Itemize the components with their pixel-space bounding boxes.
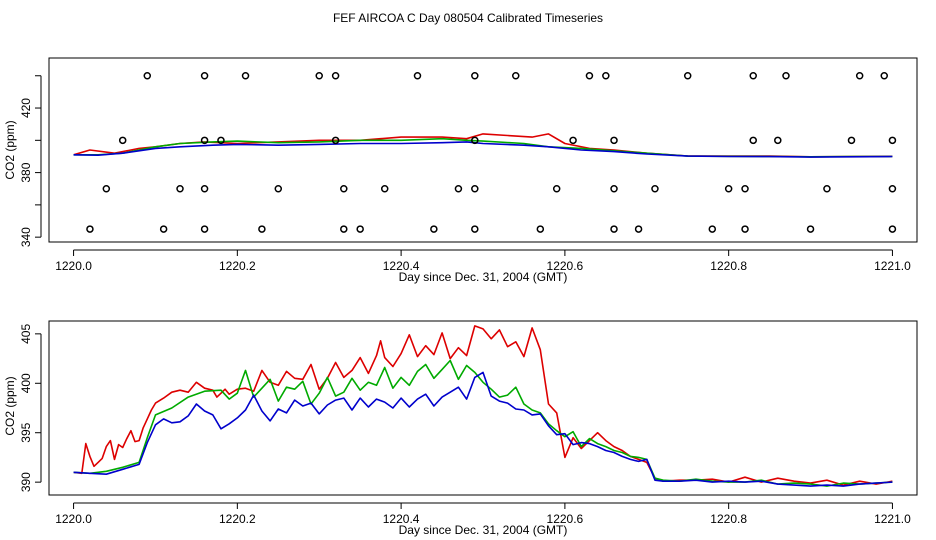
x-tick-label: 1220.6 — [547, 512, 584, 526]
x-axis-label: Day since Dec. 31, 2004 (GMT) — [399, 270, 568, 284]
data-marker-circle — [823, 184, 831, 193]
x-tick-label: 1220.8 — [710, 512, 747, 526]
series-line-blue — [73, 141, 893, 158]
series-line-red — [73, 325, 893, 486]
y-axis-ticks: 390 395 400 405 — [19, 324, 42, 492]
x-tick-label: 1220.4 — [383, 512, 420, 526]
data-marker-circle — [585, 72, 594, 80]
data-marker-circle — [847, 136, 856, 145]
data-marker-circle — [888, 184, 897, 193]
data-marker-circle — [471, 225, 479, 233]
data-marker-circle — [782, 72, 790, 80]
data-marker-circle — [176, 184, 184, 193]
y-tick-label: 380 — [19, 162, 33, 182]
x-axis-ticks: 1220.0 1220.2 1220.4 1220.6 1220.8 1221.0 — [55, 249, 911, 273]
data-marker-circle — [340, 225, 348, 233]
y-tick-label: 340 — [19, 227, 33, 247]
data-marker-circle — [774, 136, 782, 145]
data-marker-circle — [102, 184, 111, 193]
data-marker-circle — [471, 136, 479, 145]
co2-overview-panel: Day since Dec. 31, 2004 (GMT) CO2 (ppm) … — [3, 57, 918, 284]
data-marker-circle — [380, 184, 389, 193]
series-lines — [73, 325, 893, 487]
data-marker-circle — [888, 136, 897, 145]
co2-detail-panel: Day since Dec. 31, 2004 (GMT) CO2 (ppm) … — [3, 320, 918, 537]
figure-title: FEF AIRCOA C Day 080504 Calibrated Times… — [333, 11, 603, 25]
data-marker-circle — [806, 225, 815, 233]
x-tick-label: 1220.2 — [219, 512, 256, 526]
data-marker-circle — [217, 136, 225, 145]
y-tick-label: 400 — [19, 373, 33, 393]
data-marker-circle — [430, 225, 438, 233]
series-line-blue — [73, 371, 893, 487]
data-marker-circle — [356, 225, 364, 233]
data-marker-circle — [634, 225, 643, 233]
x-tick-label: 1220.0 — [55, 512, 92, 526]
y-axis-label: CO2 (ppm) — [3, 376, 17, 435]
data-marker-circle — [315, 72, 323, 80]
data-marker-circle — [454, 184, 463, 193]
data-marker-circle — [200, 136, 209, 145]
data-marker-circle — [888, 225, 897, 233]
data-marker-circle — [200, 225, 209, 233]
data-markers — [86, 72, 897, 233]
series-line-green — [73, 359, 893, 487]
data-marker-circle — [610, 225, 618, 233]
series-line-green — [73, 137, 893, 158]
data-marker-circle — [683, 72, 692, 80]
plot-frame — [48, 57, 918, 243]
data-marker-circle — [331, 72, 340, 80]
y-tick-label: 420 — [19, 98, 33, 118]
x-tick-label: 1220.8 — [710, 259, 747, 273]
x-tick-label: 1220.2 — [219, 259, 256, 273]
data-marker-circle — [741, 184, 749, 193]
data-marker-circle — [118, 136, 127, 145]
data-marker-circle — [258, 225, 266, 233]
x-tick-label: 1220.4 — [383, 259, 420, 273]
data-marker-circle — [610, 136, 618, 145]
data-marker-circle — [552, 184, 561, 193]
data-marker-circle — [512, 72, 520, 80]
x-axis-ticks: 1220.0 1220.2 1220.4 1220.6 1220.8 1221.0 — [55, 502, 911, 526]
data-marker-circle — [159, 225, 168, 233]
data-marker-circle — [413, 72, 422, 80]
data-marker-circle — [86, 225, 94, 233]
data-marker-circle — [200, 184, 209, 193]
series-lines — [73, 133, 893, 158]
x-tick-label: 1220.6 — [547, 259, 584, 273]
y-tick-label: 405 — [19, 324, 33, 344]
data-marker-circle — [651, 184, 659, 193]
data-marker-circle — [143, 72, 152, 80]
x-tick-label: 1221.0 — [874, 259, 911, 273]
data-marker-circle — [471, 184, 479, 193]
data-marker-circle — [602, 72, 610, 80]
y-tick-label: 390 — [19, 472, 33, 492]
data-marker-circle — [340, 184, 348, 193]
data-marker-circle — [274, 184, 283, 193]
x-tick-label: 1221.0 — [874, 512, 911, 526]
data-marker-circle — [569, 136, 577, 145]
data-marker-circle — [749, 72, 757, 80]
data-marker-circle — [880, 72, 888, 80]
data-marker-circle — [241, 72, 250, 80]
data-marker-circle — [471, 72, 479, 80]
x-tick-label: 1220.0 — [55, 259, 92, 273]
data-marker-circle — [536, 225, 545, 233]
data-marker-circle — [331, 136, 340, 145]
data-marker-circle — [200, 72, 209, 80]
data-marker-circle — [724, 184, 733, 193]
y-axis-label: CO2 (ppm) — [3, 120, 17, 179]
y-tick-label: 395 — [19, 422, 33, 442]
data-marker-circle — [741, 225, 749, 233]
data-marker-circle — [708, 225, 717, 233]
x-axis-label: Day since Dec. 31, 2004 (GMT) — [399, 523, 568, 537]
plot-frame — [48, 320, 918, 496]
y-axis-ticks: 340 380 420 — [19, 75, 42, 247]
data-marker-circle — [610, 184, 618, 193]
data-marker-circle — [749, 136, 757, 145]
data-marker-circle — [855, 72, 864, 80]
